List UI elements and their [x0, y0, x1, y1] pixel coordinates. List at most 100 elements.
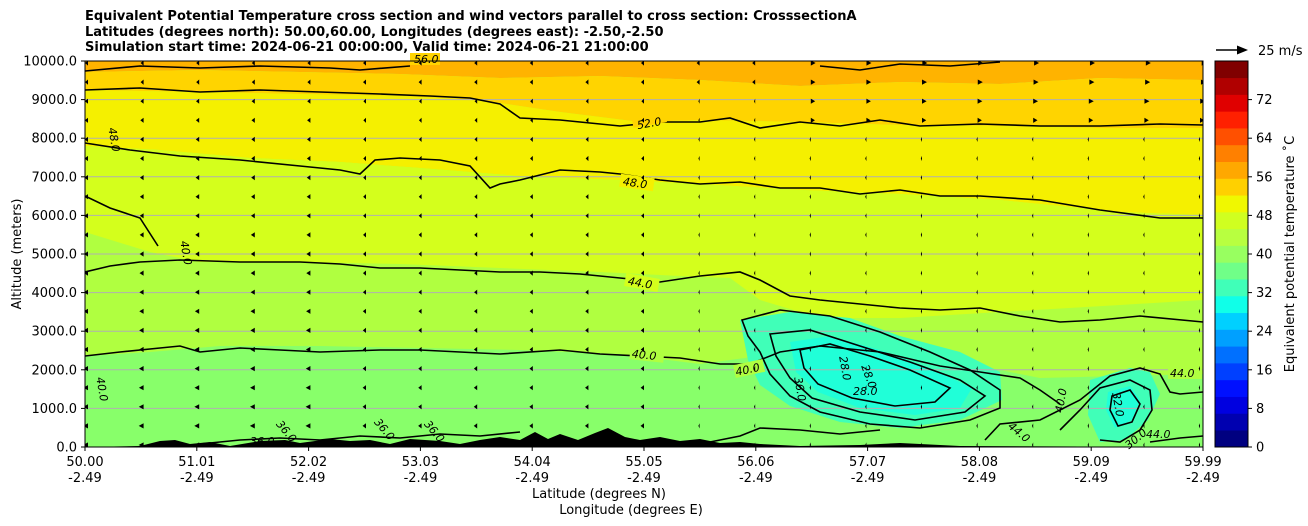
colorbar-segment [1215, 413, 1248, 431]
wind-arrow [809, 251, 811, 257]
wind-arrow [1033, 117, 1038, 123]
wind-arrow [1032, 175, 1034, 181]
wind-arrow [754, 155, 756, 162]
wind-arrow [754, 136, 756, 142]
contour-36-low-2 [699, 427, 881, 445]
wind-arrow [585, 213, 589, 219]
wind-arrow [1198, 385, 1200, 391]
wind-arrow [250, 232, 255, 238]
wind-arrow [529, 61, 533, 66]
wind-arrow [1032, 385, 1034, 391]
wind-arrow [865, 155, 867, 162]
wind-arrow [976, 251, 978, 257]
wind-arrow [1145, 79, 1151, 85]
wind-arrow [529, 346, 533, 353]
wind-arrow [865, 213, 867, 219]
wind-arrow [698, 155, 700, 162]
wind-arrow [866, 61, 872, 66]
wind-arrow [920, 289, 922, 295]
wind-arrow [418, 117, 422, 123]
wind-arrow [305, 346, 311, 353]
wind-arrow [698, 404, 700, 410]
wind-arrow [976, 270, 978, 276]
wind-arrow [305, 385, 311, 391]
wind-arrow [305, 366, 311, 372]
wind-arrow [85, 308, 88, 314]
wind-arrow [976, 385, 978, 391]
wind-arrow [251, 79, 255, 85]
wind-arrow [139, 270, 144, 276]
wind-arrow [1089, 79, 1095, 85]
x-tick-label-lat: 53.03 [402, 455, 439, 470]
wind-arrow [363, 194, 366, 200]
wind-arrow [419, 98, 422, 104]
wind-arrow [194, 327, 200, 333]
wind-arrow [585, 79, 589, 85]
wind-arrow [194, 442, 200, 447]
wind-arrow [139, 346, 144, 353]
wind-arrow [920, 251, 922, 257]
wind-arrow [250, 327, 255, 333]
wind-arrow [195, 289, 200, 295]
contour-44 [85, 195, 159, 247]
wind-arrow [139, 251, 144, 257]
wind-arrow [474, 79, 478, 85]
wind-arrow [585, 117, 589, 123]
wind-arrow [363, 136, 366, 142]
wind-vectors [85, 61, 1203, 447]
wind-arrow [529, 194, 533, 200]
contour-56 [85, 65, 411, 72]
terrain [85, 428, 1203, 447]
wind-arrow [640, 289, 644, 295]
contour-label: 44.0 [1170, 367, 1195, 380]
wind-arrow [1143, 251, 1145, 257]
wind-arrow [698, 308, 700, 314]
wind-arrow [920, 327, 922, 333]
wind-arrow [196, 98, 200, 104]
wind-arrow [1032, 404, 1034, 410]
y-tick-label: 5000.0 [32, 248, 78, 263]
y-tick-label: 7000.0 [32, 170, 78, 185]
wind-arrow [139, 213, 144, 219]
wind-arrow [976, 213, 978, 219]
x-tick-label-lon: -2.49 [1186, 471, 1220, 486]
contour-label: 44.0 [1146, 428, 1171, 441]
wind-arrow [1143, 155, 1145, 162]
contour-label: 28.0 [853, 385, 878, 398]
wind-arrow [306, 175, 311, 181]
wind-arrow [1198, 404, 1200, 410]
wind-arrow [754, 251, 756, 257]
wind-arrow [474, 213, 478, 219]
wind-arrow [473, 404, 478, 410]
wind-arrow [418, 327, 422, 333]
x-tick-label-lat: 50.00 [66, 455, 103, 470]
wind-arrow [1198, 194, 1200, 200]
wind-arrow [1198, 308, 1200, 314]
band-28-32-core [790, 336, 972, 415]
band-56-60 [85, 61, 1203, 86]
wind-arrow [1143, 175, 1145, 181]
wind-arrow [140, 136, 144, 142]
contour-label: 40.0 [93, 376, 110, 402]
wind-arrow [810, 117, 815, 123]
wind-arrow [85, 175, 88, 181]
wind-arrow [809, 423, 811, 429]
title-line-3: Simulation start time: 2024-06-21 00:00:… [85, 40, 649, 55]
x-tick-label-lon: -2.49 [851, 471, 885, 486]
wind-arrow [85, 251, 88, 257]
wind-arrow [140, 117, 144, 123]
wind-arrow [754, 213, 756, 219]
wind-arrow [640, 423, 644, 429]
wind-arrow [250, 366, 255, 372]
colorbar-segment [1215, 161, 1248, 179]
wind-arrow [976, 308, 978, 314]
wind-arrow [362, 289, 366, 295]
wind-arrow [474, 308, 478, 314]
wind-arrow [138, 423, 144, 429]
wind-arrow [418, 155, 422, 162]
colorbar-label: Equivalent potential temperature ˚C [1282, 136, 1298, 372]
wind-arrow [1198, 251, 1200, 257]
wind-arrow [251, 194, 255, 200]
wind-arrow [418, 232, 422, 238]
wind-arrow [641, 98, 644, 104]
